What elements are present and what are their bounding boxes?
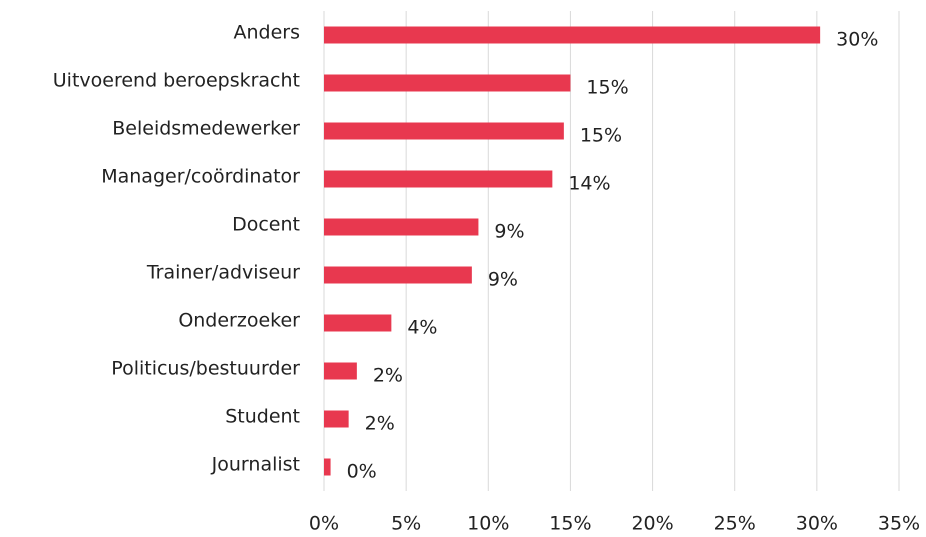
value-label: 14% bbox=[568, 173, 610, 195]
bar bbox=[324, 122, 564, 140]
category-label: Docent bbox=[232, 214, 300, 236]
category-label: Onderzoeker bbox=[178, 310, 300, 332]
x-tick-label: 30% bbox=[796, 513, 838, 535]
value-label: 15% bbox=[586, 77, 628, 99]
bar bbox=[324, 362, 357, 380]
x-tick-label: 15% bbox=[549, 513, 591, 535]
x-tick-label: 0% bbox=[309, 513, 339, 535]
bar bbox=[324, 26, 821, 44]
category-label: Manager/coördinator bbox=[101, 166, 300, 188]
category-label: Uitvoerend beroepskracht bbox=[53, 70, 300, 92]
x-tick-label: 35% bbox=[878, 513, 920, 535]
value-label: 9% bbox=[494, 221, 524, 243]
value-label: 2% bbox=[373, 365, 403, 387]
category-label: Politicus/bestuurder bbox=[111, 358, 300, 380]
value-label: 9% bbox=[488, 269, 518, 291]
bar bbox=[324, 74, 571, 92]
category-label: Trainer/adviseur bbox=[146, 262, 300, 284]
x-tick-label: 5% bbox=[391, 513, 421, 535]
bar bbox=[324, 410, 349, 428]
bar bbox=[324, 218, 479, 236]
value-label: 2% bbox=[365, 413, 395, 435]
value-label: 30% bbox=[836, 29, 878, 51]
category-label: Journalist bbox=[211, 454, 300, 476]
category-label: Beleidsmedewerker bbox=[112, 118, 300, 140]
value-label: 4% bbox=[407, 317, 437, 339]
x-tick-label: 25% bbox=[714, 513, 756, 535]
category-label: Anders bbox=[234, 22, 301, 44]
bar bbox=[324, 314, 392, 332]
value-label: 15% bbox=[580, 125, 622, 147]
value-label: 0% bbox=[347, 461, 377, 483]
x-tick-label: 10% bbox=[467, 513, 509, 535]
x-tick-label: 20% bbox=[631, 513, 673, 535]
category-label: Student bbox=[225, 406, 300, 428]
bar bbox=[324, 170, 553, 188]
bar bbox=[324, 458, 331, 476]
bar bbox=[324, 266, 472, 284]
